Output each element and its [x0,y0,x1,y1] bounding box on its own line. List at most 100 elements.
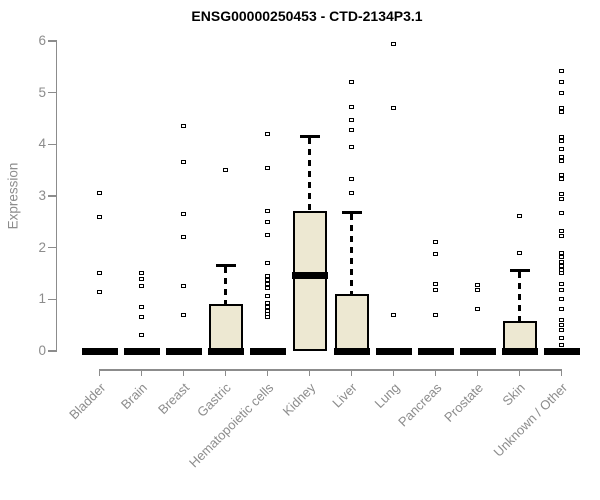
outlier-point [559,263,564,268]
outlier-point [265,209,270,214]
x-tick [560,369,563,376]
outlier-point [559,328,564,333]
box [334,294,369,351]
outlier-point [139,284,144,289]
outlier-point [559,271,564,276]
x-tick [308,369,311,376]
outlier-point [139,271,144,276]
y-tick [48,298,57,301]
x-tick [224,369,227,376]
x-category-label: Lung [371,380,403,412]
x-category-label: Pancreas [394,380,445,430]
outlier-point [559,80,564,85]
y-tick [48,195,57,197]
outlier-point [391,106,396,111]
outlier-point [265,293,270,298]
outlier-point [349,191,354,196]
whisker [308,138,311,212]
outlier-point [265,219,270,224]
y-tick-label: 5 [38,84,46,100]
outlier-point [559,229,564,234]
outlier-point [265,281,270,286]
outlier-point [475,306,480,311]
outlier-point [139,276,144,281]
y-tick-label: 6 [38,32,46,48]
whisker-cap [215,264,236,268]
outlier-point [475,288,480,293]
outlier-point [265,261,270,266]
outlier-point [349,105,354,110]
outlier-point [559,110,564,115]
outlier-point [559,173,564,178]
outlier-point [265,315,270,320]
outlier-point [559,323,564,328]
y-tick-label: 2 [38,239,46,255]
outlier-point [433,288,438,293]
y-tick [48,246,57,249]
x-tick [476,369,479,376]
outlier-point [559,306,564,311]
outlier-point [265,274,270,279]
outlier-point [559,281,564,286]
x-tick [518,369,521,376]
outlier-point [559,138,564,143]
x-tick [434,369,437,376]
x-axis-line [98,369,563,371]
median-bar [81,347,118,355]
outlier-point [139,333,144,338]
outlier-point [475,283,480,288]
box [502,321,537,351]
x-category-label: Prostate [441,380,487,425]
outlier-point [97,191,102,196]
x-category-label: Unknown / Other [490,380,571,460]
y-tick [48,40,57,42]
box [208,304,243,351]
outlier-point [559,177,564,182]
outlier-point [559,297,564,302]
x-category-label: Brain [118,380,151,413]
y-tick [48,91,57,94]
outlier-point [559,196,564,201]
outlier-point [559,68,564,73]
outlier-point [97,214,102,219]
outlier-point [559,155,564,160]
outlier-point [559,288,564,293]
x-category-label: Bladder [65,380,109,423]
outlier-point [181,312,186,317]
outlier-point [559,158,564,163]
y-tick-label: 4 [38,136,46,152]
outlier-point [559,90,564,95]
outlier-point [559,254,564,259]
outlier-point [433,312,438,317]
x-category-label: Hematopoietic cells [185,380,277,471]
median-bar [501,347,538,355]
x-category-label: Skin [499,380,529,409]
median-bar [207,347,244,355]
outlier-point [349,80,354,85]
x-tick [266,369,269,376]
outlier-point [223,168,228,173]
outlier-point [559,317,564,322]
outlier-point [349,127,354,132]
x-tick [140,369,143,376]
y-tick [48,350,57,352]
outlier-point [391,41,396,46]
outlier-point [517,213,522,218]
outlier-point [559,250,564,255]
whisker-cap [341,211,362,215]
y-tick-label: 3 [38,187,46,203]
outlier-point [139,315,144,320]
outlier-point [559,211,564,216]
outlier-point [181,160,186,165]
whisker [350,214,353,295]
median-bar [123,347,160,355]
outlier-point [265,165,270,170]
median-bar [249,347,286,355]
outlier-point [559,259,564,264]
x-category-label: Kidney [279,380,319,419]
outlier-point [265,285,270,290]
outlier-point [97,271,102,276]
outlier-point [181,235,186,240]
outlier-point [139,305,144,310]
